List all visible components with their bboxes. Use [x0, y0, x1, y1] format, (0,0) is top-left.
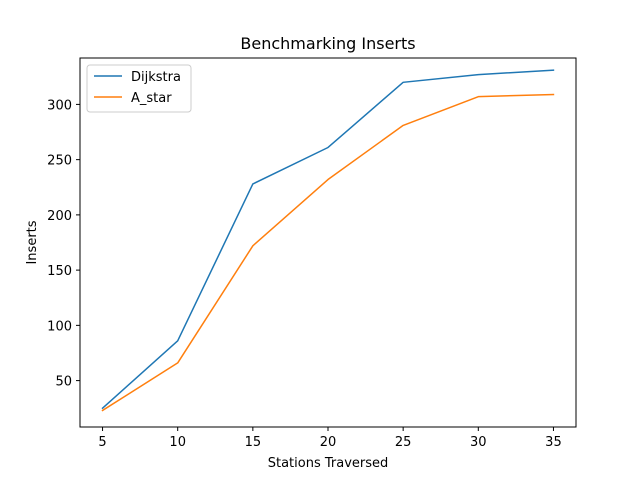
- y-tick-label: 100: [47, 319, 72, 334]
- series-layer: [101, 69, 555, 412]
- legend-label-a-star: A_star: [131, 91, 172, 106]
- x-axis: 5 10 15 20 25 30 35: [98, 427, 562, 450]
- legend: Dijkstra A_star: [86, 64, 192, 113]
- x-tick-label: 30: [470, 435, 487, 450]
- x-tick-label: 10: [169, 435, 186, 450]
- x-tick-label: 20: [320, 435, 337, 450]
- x-tick-label: 15: [245, 435, 262, 450]
- x-tick-label: 5: [98, 435, 106, 450]
- y-tick-label: 200: [47, 209, 72, 224]
- y-axis-label: Inserts: [25, 220, 40, 264]
- chart-title: Benchmarking Inserts: [240, 34, 415, 53]
- series-line-dijkstra: [101, 69, 555, 410]
- y-tick-label: 50: [55, 375, 72, 390]
- x-tick-label: 35: [545, 435, 562, 450]
- legend-label-dijkstra: Dijkstra: [131, 70, 181, 85]
- x-axis-label: Stations Traversed: [268, 456, 389, 471]
- y-tick-label: 150: [47, 264, 72, 279]
- y-tick-label: 250: [47, 154, 72, 169]
- series-line-a-star: [101, 93, 555, 412]
- x-tick-label: 25: [395, 435, 412, 450]
- y-tick-label: 300: [47, 98, 72, 113]
- y-axis: 50 100 150 200 250 300: [47, 98, 80, 390]
